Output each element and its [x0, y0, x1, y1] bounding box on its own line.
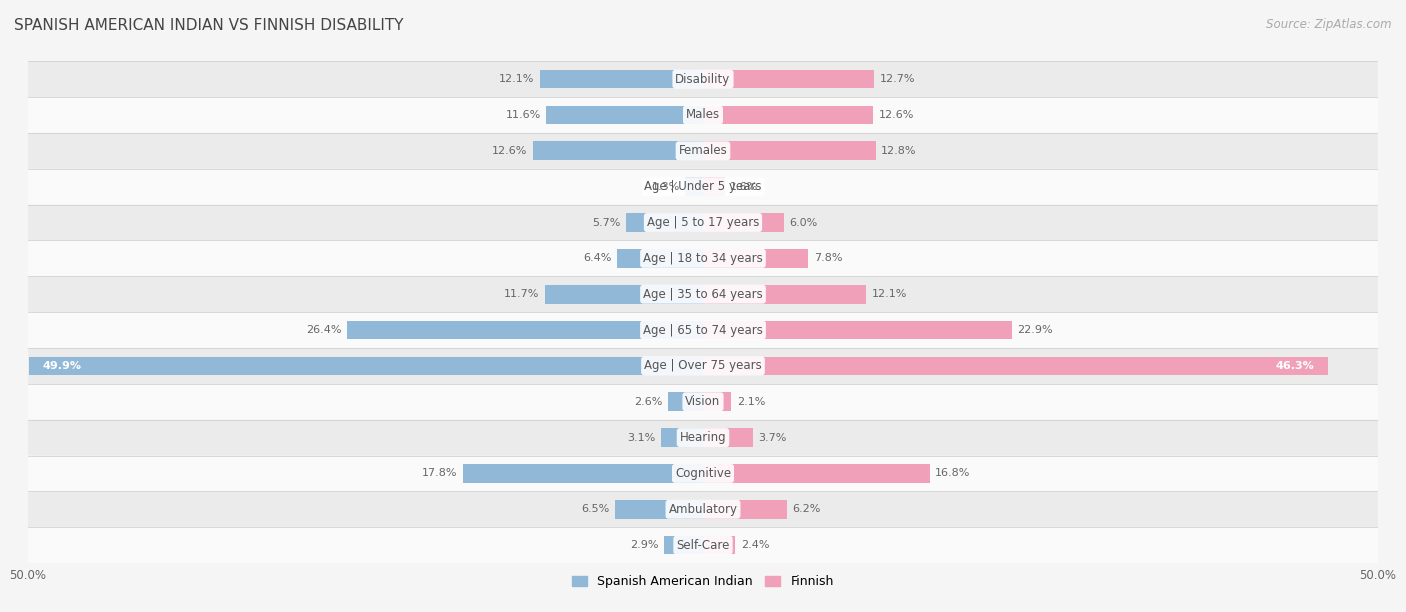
Text: 2.4%: 2.4%	[741, 540, 769, 550]
FancyBboxPatch shape	[28, 133, 1378, 169]
FancyBboxPatch shape	[28, 420, 1378, 455]
Bar	[546, 285, 703, 304]
Bar	[617, 249, 703, 267]
Bar	[703, 106, 873, 124]
Text: 12.7%: 12.7%	[880, 74, 915, 84]
Text: 11.7%: 11.7%	[505, 289, 540, 299]
Bar	[703, 357, 1327, 375]
Text: Age | Over 75 years: Age | Over 75 years	[644, 359, 762, 372]
FancyBboxPatch shape	[28, 348, 1378, 384]
Bar	[664, 536, 703, 554]
Text: 46.3%: 46.3%	[1275, 361, 1315, 371]
Text: 6.4%: 6.4%	[583, 253, 612, 263]
Legend: Spanish American Indian, Finnish: Spanish American Indian, Finnish	[568, 572, 838, 592]
Text: Disability: Disability	[675, 73, 731, 86]
Text: 3.1%: 3.1%	[627, 433, 655, 442]
Bar	[703, 141, 876, 160]
Text: Age | Under 5 years: Age | Under 5 years	[644, 180, 762, 193]
Text: 12.6%: 12.6%	[879, 110, 914, 120]
Text: Age | 35 to 64 years: Age | 35 to 64 years	[643, 288, 763, 300]
Bar	[547, 106, 703, 124]
Text: 22.9%: 22.9%	[1018, 325, 1053, 335]
Text: Males: Males	[686, 108, 720, 121]
Bar	[463, 464, 703, 483]
Text: 6.2%: 6.2%	[792, 504, 821, 514]
Text: Vision: Vision	[685, 395, 721, 408]
Bar	[703, 285, 866, 304]
Text: Self-Care: Self-Care	[676, 539, 730, 551]
Bar	[30, 357, 703, 375]
Bar	[703, 392, 731, 411]
Text: 7.8%: 7.8%	[814, 253, 842, 263]
Bar	[703, 70, 875, 89]
Text: 26.4%: 26.4%	[305, 325, 342, 335]
Bar	[703, 213, 785, 232]
Bar	[616, 500, 703, 518]
Text: Source: ZipAtlas.com: Source: ZipAtlas.com	[1267, 18, 1392, 31]
FancyBboxPatch shape	[28, 491, 1378, 527]
Text: 16.8%: 16.8%	[935, 468, 970, 479]
FancyBboxPatch shape	[28, 169, 1378, 204]
Bar	[703, 536, 735, 554]
Bar	[703, 464, 929, 483]
Text: 2.9%: 2.9%	[630, 540, 658, 550]
Bar	[703, 500, 787, 518]
FancyBboxPatch shape	[28, 241, 1378, 276]
FancyBboxPatch shape	[28, 204, 1378, 241]
Bar	[703, 249, 808, 267]
Bar	[661, 428, 703, 447]
Text: 12.1%: 12.1%	[872, 289, 907, 299]
Text: 49.9%: 49.9%	[44, 361, 82, 371]
Text: 1.3%: 1.3%	[652, 182, 681, 192]
Text: Hearing: Hearing	[679, 431, 727, 444]
Bar	[347, 321, 703, 340]
Text: Age | 5 to 17 years: Age | 5 to 17 years	[647, 216, 759, 229]
Text: 11.6%: 11.6%	[506, 110, 541, 120]
Bar	[686, 177, 703, 196]
Bar	[540, 70, 703, 89]
Text: 17.8%: 17.8%	[422, 468, 457, 479]
Text: 12.8%: 12.8%	[882, 146, 917, 156]
Text: 6.5%: 6.5%	[582, 504, 610, 514]
Text: 3.7%: 3.7%	[758, 433, 787, 442]
Text: 1.6%: 1.6%	[730, 182, 758, 192]
FancyBboxPatch shape	[28, 61, 1378, 97]
Bar	[703, 428, 754, 447]
FancyBboxPatch shape	[28, 97, 1378, 133]
FancyBboxPatch shape	[28, 455, 1378, 491]
Text: 12.6%: 12.6%	[492, 146, 527, 156]
FancyBboxPatch shape	[28, 384, 1378, 420]
FancyBboxPatch shape	[28, 312, 1378, 348]
Text: 12.1%: 12.1%	[499, 74, 534, 84]
Bar	[533, 141, 703, 160]
Text: Age | 65 to 74 years: Age | 65 to 74 years	[643, 324, 763, 337]
Text: Ambulatory: Ambulatory	[668, 503, 738, 516]
Text: 2.6%: 2.6%	[634, 397, 662, 407]
Bar	[703, 177, 724, 196]
Text: SPANISH AMERICAN INDIAN VS FINNISH DISABILITY: SPANISH AMERICAN INDIAN VS FINNISH DISAB…	[14, 18, 404, 34]
Bar	[626, 213, 703, 232]
FancyBboxPatch shape	[28, 276, 1378, 312]
Text: Females: Females	[679, 144, 727, 157]
Bar	[703, 321, 1012, 340]
Text: 2.1%: 2.1%	[737, 397, 765, 407]
FancyBboxPatch shape	[28, 527, 1378, 563]
Text: Age | 18 to 34 years: Age | 18 to 34 years	[643, 252, 763, 265]
Text: 6.0%: 6.0%	[789, 217, 818, 228]
Text: 5.7%: 5.7%	[592, 217, 620, 228]
Bar	[668, 392, 703, 411]
Text: Cognitive: Cognitive	[675, 467, 731, 480]
